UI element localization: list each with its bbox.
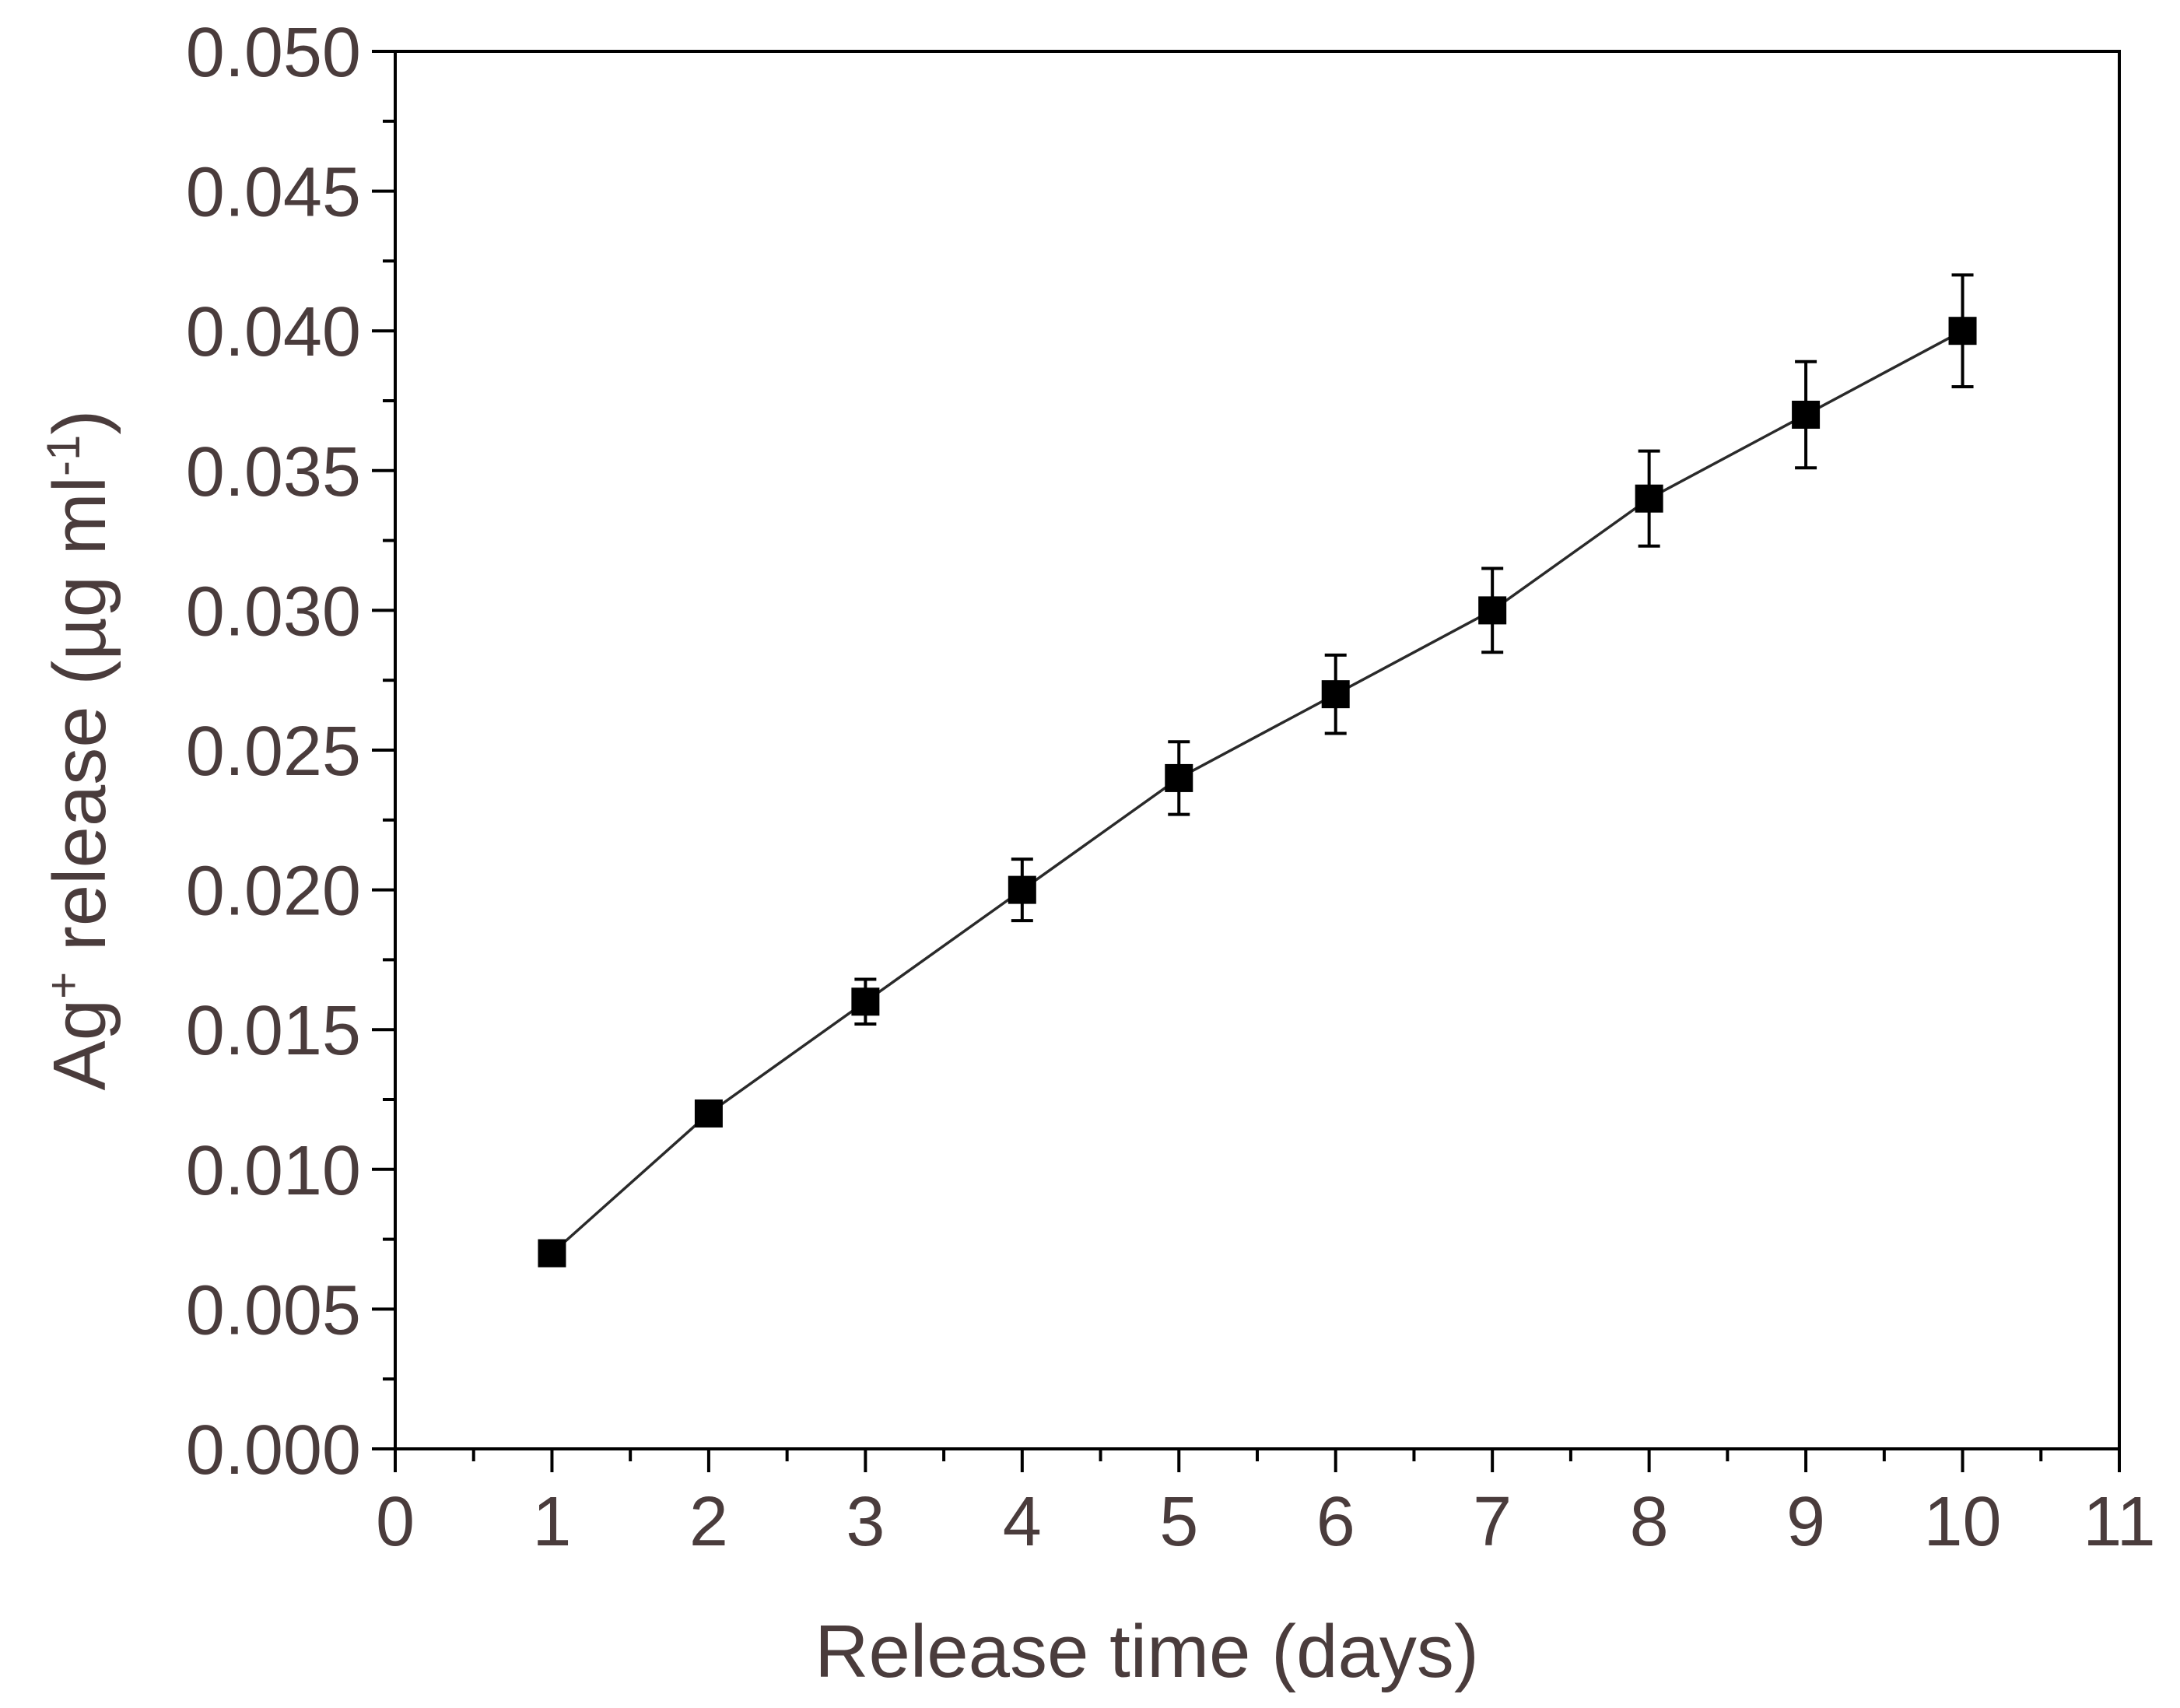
x-axis-ticks: 0 1 2 3 4 5 6 7 8 9 10 11: [376, 1449, 2156, 1561]
y-axis-title-sup: +: [37, 972, 89, 999]
y-axis-title-part: release (µg ml: [38, 476, 121, 972]
y-tick-label: 0.005: [186, 1271, 361, 1349]
y-tick-label: 0.015: [186, 992, 361, 1070]
data-point: [1478, 596, 1507, 625]
x-tick-label: 2: [689, 1483, 728, 1561]
x-tick-label: 11: [2083, 1483, 2155, 1561]
y-tick-label: 0.030: [186, 573, 361, 651]
data-point: [1321, 680, 1350, 709]
series-line: [551, 329, 1964, 1254]
x-axis-title: Release time (days): [815, 1610, 1479, 1693]
y-tick-label: 0.010: [186, 1132, 361, 1210]
x-tick-label: 10: [1923, 1483, 2001, 1561]
x-tick-label: 0: [376, 1483, 415, 1561]
y-tick-label: 0.045: [186, 154, 361, 232]
x-tick-label: 1: [532, 1483, 571, 1561]
y-tick-label: 0.025: [186, 713, 361, 791]
data-point: [1792, 400, 1821, 429]
y-tick-label: 0.020: [186, 853, 361, 931]
y-axis-title: Ag+ release (µg ml-1): [37, 410, 122, 1091]
y-axis-title-part: ): [38, 410, 121, 435]
x-tick-label: 7: [1473, 1483, 1512, 1561]
series-layer: [538, 273, 1977, 1268]
plot-area: [394, 50, 2121, 1450]
y-axis-title-sup: -1: [37, 435, 89, 476]
y-tick-label: 0.050: [186, 14, 361, 92]
y-axis-ticks: 0.000 0.005 0.010 0.015 0.020 0.025 0.030 0.035…: [186, 14, 395, 1489]
data-point: [1948, 317, 1977, 345]
data-point: [538, 1239, 566, 1268]
data-point: [694, 1099, 723, 1128]
x-tick-label: 8: [1630, 1483, 1669, 1561]
x-tick-label: 9: [1786, 1483, 1825, 1561]
x-tick-label: 5: [1159, 1483, 1198, 1561]
data-point: [1008, 875, 1036, 904]
data-point: [1165, 763, 1193, 792]
y-tick-label: 0.000: [186, 1412, 361, 1489]
y-axis-title-part: Ag: [38, 999, 121, 1090]
data-point: [1635, 484, 1663, 513]
x-tick-label: 3: [846, 1483, 885, 1561]
y-tick-label: 0.035: [186, 433, 361, 511]
y-tick-label: 0.040: [186, 293, 361, 371]
x-tick-label: 6: [1316, 1483, 1355, 1561]
data-point: [851, 987, 880, 1016]
x-tick-label: 4: [1003, 1483, 1042, 1561]
